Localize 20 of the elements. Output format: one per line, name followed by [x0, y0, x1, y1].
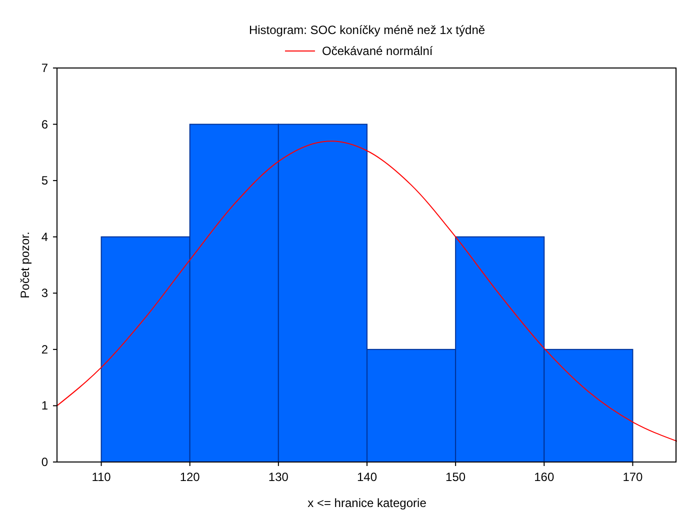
- x-tick-label: 150: [446, 470, 466, 484]
- y-axis-title: Počet pozor.: [18, 232, 32, 298]
- x-tick-label: 170: [622, 470, 644, 484]
- y-tick-label: 7: [41, 61, 48, 75]
- y-tick-label: 1: [41, 398, 48, 413]
- line-series: [57, 140, 677, 442]
- legend-label: Očekávané normální: [322, 44, 434, 58]
- x-tick-label: 160: [534, 470, 554, 484]
- y-tick-label: 3: [41, 286, 48, 300]
- y-tick-label: 2: [41, 342, 48, 356]
- x-axis-title: x <= hranice kategorie: [308, 496, 427, 510]
- y-tick-label: 5: [41, 174, 48, 188]
- x-tick-label: 120: [180, 470, 200, 484]
- x-tick-label: 110: [92, 470, 112, 484]
- y-tick-label: 0: [41, 455, 48, 469]
- chart-title: Histogram: SOC koníčky méně než 1x týdně: [248, 23, 486, 37]
- x-tick-label: 140: [356, 470, 378, 484]
- y-tick-label: 4: [41, 230, 48, 244]
- x-tick-label: 130: [268, 470, 289, 484]
- y-tick-label: 6: [41, 117, 48, 132]
